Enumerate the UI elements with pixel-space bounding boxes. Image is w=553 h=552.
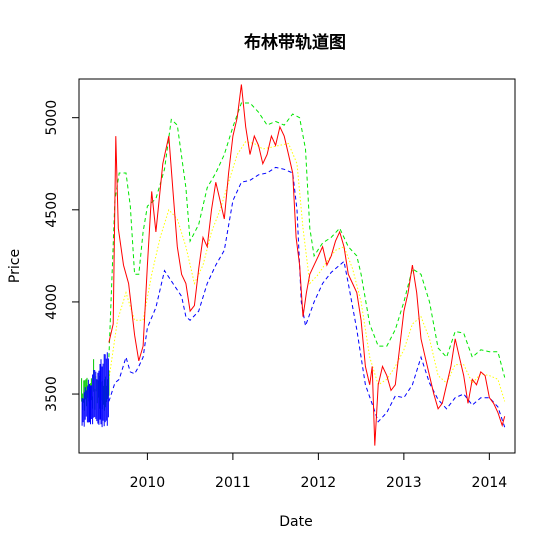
x-tick-label: 2010 xyxy=(130,475,166,491)
x-tick-label: 2013 xyxy=(386,475,422,491)
y-axis: 3500 4000 4500 5000 xyxy=(44,100,80,412)
y-tick-label: 4000 xyxy=(44,284,60,320)
y-tick-label: 4500 xyxy=(44,192,60,228)
plot-frame xyxy=(78,78,516,454)
series-line-1 xyxy=(108,102,506,378)
series-line-0 xyxy=(108,84,506,446)
y-tick-label: 3500 xyxy=(44,376,60,412)
x-axis-label: Date xyxy=(279,514,312,530)
series-line-3 xyxy=(108,141,506,402)
x-tick-label: 2012 xyxy=(301,475,337,491)
chart-title: 布林带轨道图 xyxy=(244,32,346,53)
series-line-2 xyxy=(108,166,506,428)
x-tick-label: 2011 xyxy=(215,475,251,491)
series-lines xyxy=(108,84,506,446)
y-axis-label: Price xyxy=(7,249,23,283)
x-tick-label: 2014 xyxy=(472,475,508,491)
y-tick-label: 5000 xyxy=(44,100,60,136)
x-axis: 2010 2011 2012 2013 2014 xyxy=(130,452,508,491)
early-cluster xyxy=(81,352,110,428)
